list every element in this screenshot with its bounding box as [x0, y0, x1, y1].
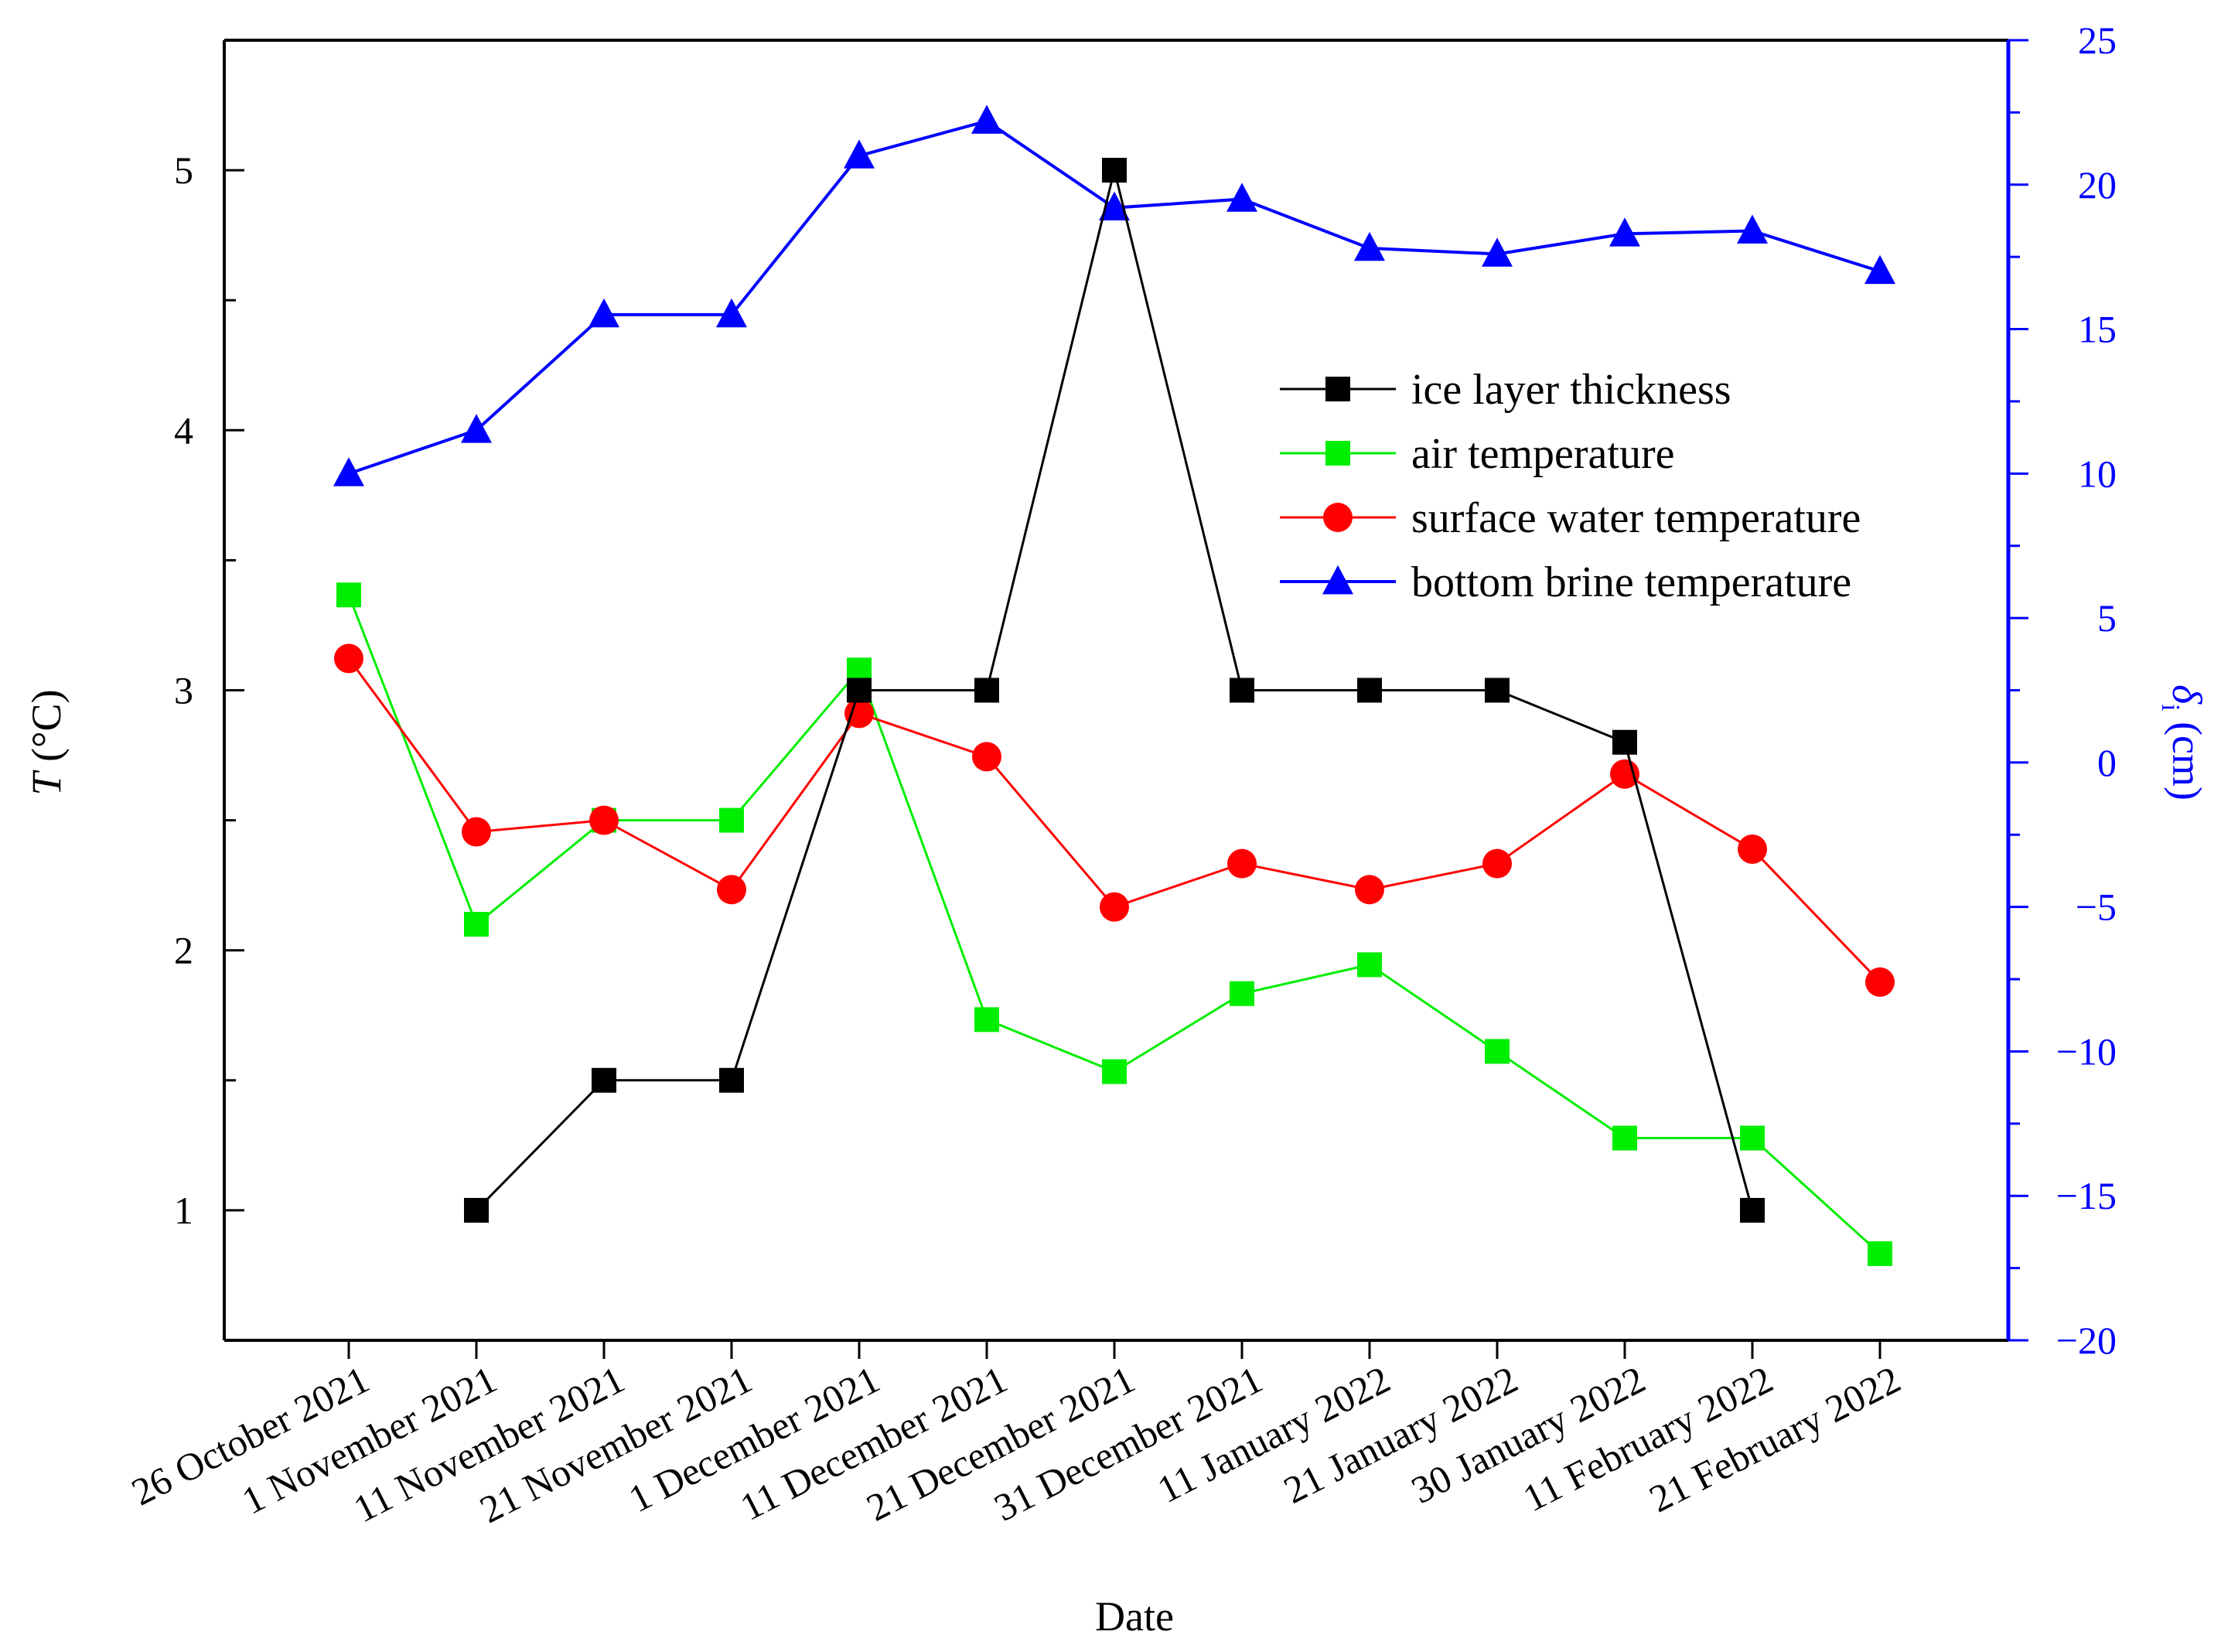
data-point-ice-layer-thickness	[1230, 678, 1254, 703]
y-right-tick-label: −5	[2076, 886, 2117, 929]
data-point-air-temperature	[1230, 981, 1254, 1006]
data-point-bottom-brine-temperature	[1482, 237, 1513, 267]
data-point-ice-layer-thickness	[1740, 1197, 1765, 1223]
y-left-tick-label: 1	[174, 1189, 193, 1232]
data-point-ice-layer-thickness	[1612, 729, 1637, 755]
legend-item-bottom-brine-temperature: bottom brine temperature	[1280, 558, 1851, 606]
data-point-surface-water-temperature	[462, 817, 491, 847]
legend-item-ice-layer-thickness: ice layer thickness	[1280, 366, 1731, 414]
y-axis-right-symbol: δ	[2164, 684, 2210, 705]
y-left-tick-label: 3	[174, 669, 193, 712]
legend-label: ice layer thickness	[1411, 366, 1731, 414]
data-point-ice-layer-thickness	[1485, 678, 1510, 703]
data-point-bottom-brine-temperature	[1864, 254, 1895, 285]
y-right-tick-label: 0	[2097, 741, 2117, 784]
legend-marker	[1325, 377, 1350, 401]
data-point-surface-water-temperature	[1355, 875, 1384, 905]
data-point-bottom-brine-temperature	[1354, 231, 1385, 261]
data-point-surface-water-temperature	[844, 698, 874, 729]
series-line-surface-water-temperature	[347, 657, 1881, 983]
data-point-air-temperature	[1357, 952, 1382, 978]
data-point-bottom-brine-temperature	[1226, 183, 1257, 212]
data-point-surface-water-temperature	[972, 742, 1001, 772]
data-point-air-temperature	[1102, 1059, 1127, 1084]
data-point-air-temperature	[1612, 1125, 1637, 1151]
legend-label: air temperature	[1411, 430, 1674, 478]
legend-label: bottom brine temperature	[1411, 558, 1851, 606]
data-point-bottom-brine-temperature	[971, 104, 1002, 134]
data-point-bottom-brine-temperature	[1609, 217, 1640, 247]
y-right-tick-label: 20	[2078, 163, 2117, 206]
data-point-air-temperature	[974, 1007, 999, 1032]
y-right-tick-label: 15	[2078, 308, 2117, 351]
y-axis-right-title: δi (cm)	[2156, 684, 2210, 800]
data-point-bottom-brine-temperature	[461, 414, 492, 443]
data-point-ice-layer-thickness	[1102, 158, 1127, 183]
data-point-air-temperature	[336, 582, 361, 608]
legend-marker	[1325, 441, 1350, 466]
y-right-tick-label: 10	[2078, 452, 2117, 495]
y-left-tick-label: 2	[174, 929, 193, 972]
y-left-tick-label: 4	[174, 408, 193, 452]
series-layer	[333, 104, 1895, 1266]
y-axis-right-unit: (cm)	[2164, 712, 2210, 800]
data-point-bottom-brine-temperature	[1737, 214, 1768, 244]
legend-label: surface water temperature	[1411, 494, 1861, 542]
legend-item-surface-water-temperature: surface water temperature	[1280, 494, 1861, 542]
x-axis-title: Date	[1095, 1593, 1174, 1640]
data-point-ice-layer-thickness	[592, 1067, 616, 1093]
series-ice-layer-thickness	[464, 158, 1765, 1223]
data-point-surface-water-temperature	[717, 875, 746, 905]
y-right-tick-label: −10	[2056, 1029, 2117, 1073]
data-point-surface-water-temperature	[589, 805, 619, 835]
legend: ice layer thickness air temperature surfac…	[1280, 366, 1861, 606]
y-axis-left-symbol: T	[23, 770, 70, 796]
y-axis-left-title: T (°C)	[23, 689, 70, 795]
data-point-air-temperature	[719, 807, 744, 833]
series-air-temperature	[336, 582, 1892, 1266]
data-point-surface-water-temperature	[1865, 967, 1895, 997]
data-point-bottom-brine-temperature	[588, 298, 619, 328]
data-point-bottom-brine-temperature	[844, 139, 875, 169]
series-bottom-brine-temperature	[333, 104, 1895, 486]
data-point-ice-layer-thickness	[464, 1197, 489, 1223]
legend-marker	[1322, 565, 1353, 595]
data-point-surface-water-temperature	[1227, 848, 1257, 879]
y-right-tick-label: 25	[2078, 19, 2117, 62]
legend-marker	[1323, 503, 1353, 532]
data-point-air-temperature	[1740, 1125, 1765, 1151]
y-left-tick-label: 5	[174, 148, 193, 192]
data-point-surface-water-temperature	[1482, 848, 1512, 879]
data-point-ice-layer-thickness	[974, 678, 999, 703]
series-line-ice-layer-thickness	[475, 169, 1754, 1211]
y-right-tick-label: −20	[2056, 1319, 2117, 1362]
series-surface-water-temperature	[334, 643, 1895, 997]
data-point-air-temperature	[1868, 1241, 1892, 1266]
data-point-bottom-brine-temperature	[333, 457, 364, 486]
y-axis-right-subscript: i	[2156, 704, 2185, 711]
y-right-tick-label: −15	[2056, 1174, 2117, 1217]
data-point-surface-water-temperature	[334, 643, 363, 674]
data-point-ice-layer-thickness	[847, 678, 872, 703]
data-point-surface-water-temperature	[1738, 834, 1767, 864]
data-point-surface-water-temperature	[1100, 892, 1129, 922]
data-point-air-temperature	[1485, 1039, 1510, 1064]
data-point-bottom-brine-temperature	[716, 298, 747, 328]
legend-item-air-temperature: air temperature	[1280, 430, 1674, 478]
series-line-air-temperature	[347, 594, 1881, 1255]
data-point-bottom-brine-temperature	[1099, 191, 1130, 220]
data-point-ice-layer-thickness	[719, 1067, 744, 1093]
y-right-tick-label: 5	[2097, 596, 2117, 640]
data-point-ice-layer-thickness	[1357, 678, 1382, 703]
y-axis-left-unit: (°C)	[23, 689, 70, 772]
data-point-air-temperature	[464, 912, 489, 937]
